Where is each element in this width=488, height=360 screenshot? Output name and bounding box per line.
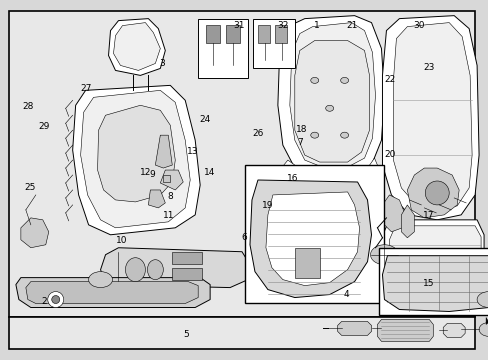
Text: 4: 4 [343, 290, 349, 299]
Bar [9, 11, 474, 318]
Bar [294, 248, 319, 278]
Text: 24: 24 [199, 114, 210, 123]
Polygon shape [372, 268, 488, 305]
Polygon shape [382, 195, 405, 232]
Text: 26: 26 [252, 129, 264, 138]
Ellipse shape [52, 296, 60, 303]
Text: 21: 21 [346, 21, 357, 30]
Bar [9, 318, 474, 349]
Ellipse shape [340, 77, 348, 84]
Text: 18: 18 [296, 125, 307, 134]
Text: 3: 3 [159, 59, 164, 68]
Polygon shape [249, 180, 371, 298]
Text: 19: 19 [262, 201, 273, 210]
Text: 2: 2 [41, 297, 46, 306]
Ellipse shape [310, 132, 318, 138]
Polygon shape [277, 15, 384, 175]
Polygon shape [21, 218, 49, 248]
Polygon shape [289, 23, 375, 166]
Text: 31: 31 [232, 21, 244, 30]
Polygon shape [294, 41, 369, 162]
Text: 13: 13 [186, 147, 198, 156]
Polygon shape [26, 282, 198, 303]
Ellipse shape [88, 272, 112, 288]
Text: 9: 9 [149, 170, 155, 179]
Ellipse shape [48, 292, 63, 307]
Text: 15: 15 [422, 279, 433, 288]
Text: 25: 25 [24, 183, 36, 192]
Text: 5: 5 [183, 330, 188, 339]
Ellipse shape [325, 105, 333, 111]
Polygon shape [279, 160, 299, 188]
Text: 14: 14 [203, 168, 215, 177]
Polygon shape [113, 23, 160, 71]
Text: 30: 30 [412, 21, 424, 30]
Bar [172, 268, 202, 280]
Polygon shape [148, 190, 165, 208]
Bar [369, 262, 393, 282]
Bar [274, 24, 286, 42]
Polygon shape [442, 323, 464, 337]
Polygon shape [155, 135, 172, 168]
Text: 6: 6 [241, 233, 247, 242]
Ellipse shape [310, 77, 318, 84]
Text: 8: 8 [167, 192, 173, 201]
Text: 20: 20 [383, 150, 394, 159]
Ellipse shape [476, 292, 488, 307]
Polygon shape [98, 105, 175, 202]
Text: 28: 28 [22, 102, 33, 111]
Polygon shape [73, 85, 200, 235]
Polygon shape [381, 220, 483, 268]
Text: 22: 22 [383, 75, 394, 84]
Polygon shape [485, 318, 488, 324]
Text: 1: 1 [313, 21, 319, 30]
Ellipse shape [370, 245, 398, 265]
Text: 17: 17 [422, 211, 433, 220]
Text: 11: 11 [163, 211, 174, 220]
Bar [258, 24, 269, 42]
Polygon shape [382, 256, 488, 311]
Text: 10: 10 [116, 237, 127, 246]
Text: 16: 16 [286, 174, 297, 183]
Text: 29: 29 [38, 122, 49, 131]
Bar [225, 24, 240, 42]
Text: 27: 27 [81, 84, 92, 93]
Text: 12: 12 [140, 168, 151, 177]
Ellipse shape [425, 181, 448, 205]
Bar [252, 19, 294, 68]
Ellipse shape [478, 323, 488, 336]
Polygon shape [101, 248, 249, 288]
Bar [172, 252, 202, 264]
Polygon shape [382, 15, 478, 220]
Polygon shape [407, 168, 458, 218]
Polygon shape [377, 319, 432, 341]
Text: 23: 23 [422, 63, 433, 72]
Polygon shape [388, 226, 480, 264]
Ellipse shape [340, 132, 348, 138]
Polygon shape [393, 23, 471, 210]
Text: 32: 32 [276, 21, 287, 30]
Polygon shape [163, 175, 170, 182]
Ellipse shape [147, 260, 163, 280]
Polygon shape [81, 90, 190, 228]
Bar [198, 19, 247, 78]
Polygon shape [401, 205, 413, 238]
Bar [379, 248, 488, 315]
Polygon shape [108, 19, 165, 75]
Text: 7: 7 [297, 138, 303, 147]
Ellipse shape [125, 258, 145, 282]
Bar [206, 24, 220, 42]
Bar [244, 165, 384, 302]
Polygon shape [160, 170, 183, 190]
Polygon shape [16, 278, 210, 307]
Polygon shape [337, 321, 371, 336]
Polygon shape [364, 158, 382, 190]
Polygon shape [265, 192, 359, 285]
